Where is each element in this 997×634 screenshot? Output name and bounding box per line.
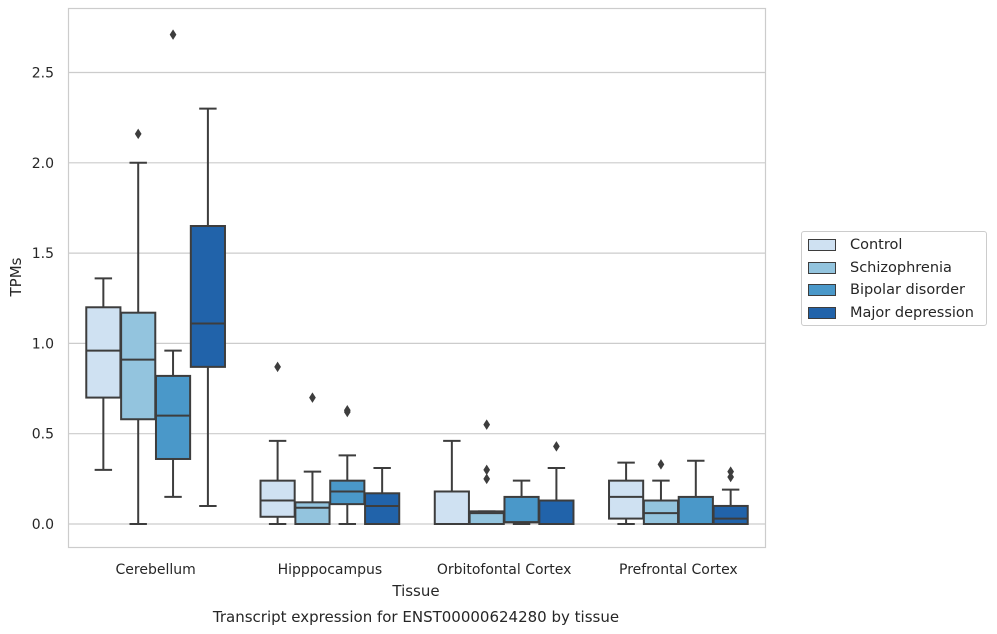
y-axis-label: TPMs <box>7 257 25 297</box>
legend-label: Control <box>850 237 903 253</box>
iqr-box <box>364 492 401 526</box>
x-tick-labels: Cerebellum Hipppocampus Orbitofontal Corte… <box>116 562 738 578</box>
legend-swatch <box>808 261 836 274</box>
outlier-point <box>483 473 491 485</box>
outlier-point <box>657 459 665 470</box>
outlier-point <box>483 419 491 430</box>
outlier-point <box>134 128 142 140</box>
y-tick-label: 0.0 <box>32 517 54 533</box>
iqr-box <box>503 495 540 524</box>
chart-caption: Transcript expression for ENST0000062428… <box>212 608 619 626</box>
box-control-3 <box>608 461 645 525</box>
legend-swatch <box>808 239 836 251</box>
box-major-depression-1 <box>364 467 401 526</box>
legend-swatch <box>808 306 836 319</box>
legend-item: Major depression <box>808 302 974 324</box>
box-bipolar-disorder-0 <box>154 29 192 498</box>
x-tick-label: Orbitofontal Cortex <box>437 562 572 578</box>
iqr-box <box>294 501 331 526</box>
iqr-box <box>712 504 749 526</box>
y-tick-labels: 0.0 0.5 1.0 1.5 2.0 2.5 <box>32 66 54 534</box>
outlier-point <box>169 29 177 40</box>
outlier-point <box>274 361 281 373</box>
outlier-point <box>309 392 316 403</box>
iqr-box <box>538 499 575 526</box>
iqr-box <box>154 374 192 460</box>
box-schizophrenia-1 <box>294 392 331 526</box>
x-axis-label: Tissue <box>391 582 439 600</box>
iqr-box <box>85 306 122 399</box>
iqr-box <box>608 479 645 520</box>
box-major-depression-0 <box>189 107 226 507</box>
box-schizophrenia-0 <box>120 128 157 525</box>
legend-label: Bipolar disorder <box>850 282 965 298</box>
iqr-box <box>259 479 296 518</box>
outlier-point <box>343 404 351 416</box>
y-tick-label: 0.5 <box>32 427 54 443</box>
iqr-box <box>433 490 470 526</box>
legend-item: Control <box>808 234 902 256</box>
legend-label: Schizophrenia <box>850 259 952 276</box>
y-tick-label: 2.0 <box>32 156 54 172</box>
box-control-2 <box>433 439 470 526</box>
box-schizophrenia-2 <box>468 419 505 526</box>
legend-swatch <box>808 284 836 296</box>
y-tick-label: 2.5 <box>32 66 54 82</box>
box-major-depression-2 <box>538 441 575 526</box>
box-bipolar-disorder-1 <box>329 404 366 525</box>
legend-label: Major depression <box>850 304 974 321</box>
outlier-point <box>553 441 560 452</box>
iqr-box <box>120 311 157 421</box>
box-schizophrenia-3 <box>642 459 680 526</box>
box-bipolar-disorder-3 <box>677 459 714 526</box>
legend-item: Bipolar disorder <box>808 279 965 301</box>
box-bipolar-disorder-2 <box>503 479 540 525</box>
y-tick-label: 1.5 <box>32 246 54 262</box>
outlier-point <box>727 466 735 477</box>
x-tick-label: Prefrontal Cortex <box>619 562 738 578</box>
box-control-1 <box>259 361 296 525</box>
x-tick-label: Hipppocampus <box>278 562 383 578</box>
outlier-point <box>483 464 491 476</box>
x-tick-label: Cerebellum <box>116 562 196 578</box>
iqr-box <box>677 495 714 526</box>
box-major-depression-3 <box>712 466 749 526</box>
legend-item: Schizophrenia <box>808 257 952 279</box>
y-tick-label: 1.0 <box>32 336 54 352</box>
outlier-point <box>727 471 735 483</box>
legend: Control Schizophrenia Bipolar disorder Majo… <box>801 231 987 326</box>
iqr-box <box>189 225 226 368</box>
box-control-0 <box>85 277 122 471</box>
boxes-layer <box>85 29 749 526</box>
